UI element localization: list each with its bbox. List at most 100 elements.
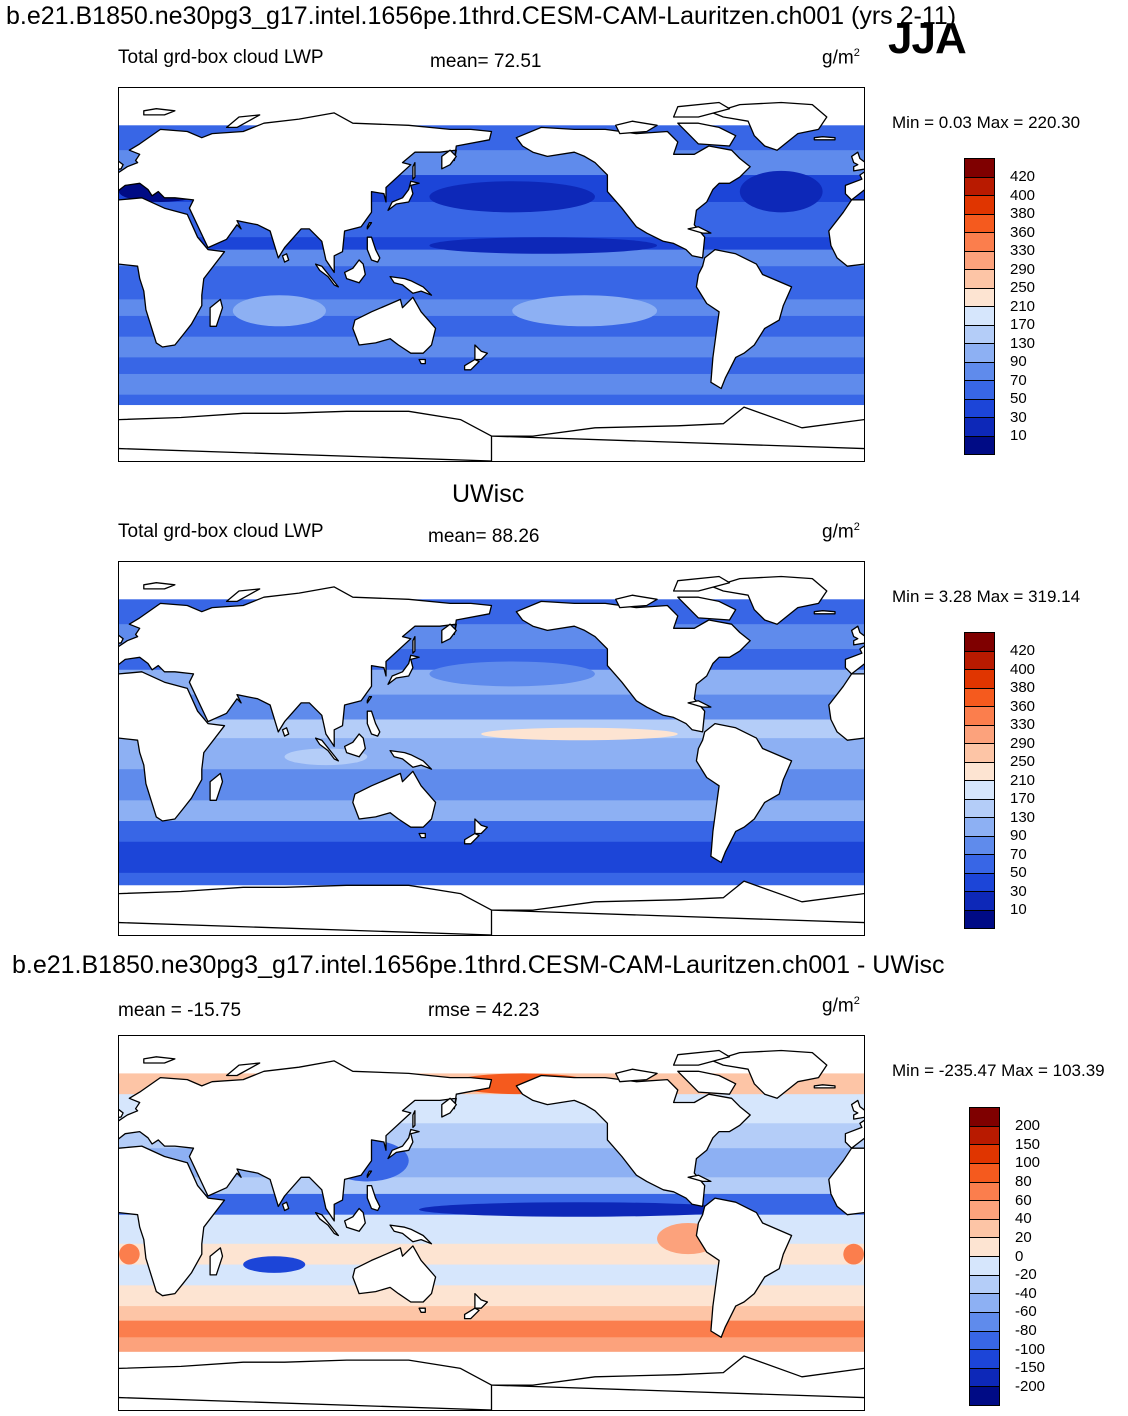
- panel2-variable-label: Total grd-box cloud LWP: [118, 521, 324, 542]
- colorbar-label: 70: [1010, 845, 1027, 863]
- land-samerica: [695, 248, 793, 390]
- colorbar-box: [969, 1162, 1000, 1183]
- colorbar-box: [969, 1330, 1000, 1351]
- colorbar-box: [964, 269, 995, 289]
- colorbar-label: 400: [1010, 186, 1036, 204]
- panel2-minmax: Min = 3.28 Max = 319.14: [892, 587, 1081, 606]
- land-baffin: [677, 596, 737, 621]
- land-victoria-isl: [615, 594, 658, 609]
- land-sakhalin: [412, 635, 416, 654]
- colorbar-label: 290: [1010, 734, 1036, 752]
- colorbar-box: [964, 706, 995, 726]
- land-tasmania: [418, 358, 426, 365]
- panel1-mean-label: mean= 72.51: [430, 51, 542, 72]
- colorbar-box: [964, 324, 995, 344]
- land-newguinea: [389, 1224, 433, 1245]
- land-philippines: [366, 236, 381, 263]
- land-samerica: [695, 1197, 793, 1338]
- colorbar-label: -200: [1015, 1377, 1046, 1395]
- land-eurasia: [844, 171, 864, 201]
- colorbar-box: [964, 854, 995, 874]
- land-cuba: [687, 700, 712, 708]
- ocean-feature: [243, 1256, 306, 1273]
- land-japan: [387, 1128, 420, 1160]
- colorbar-label: 130: [1010, 334, 1036, 352]
- land-ellesmere: [672, 101, 731, 118]
- colorbar-label: 330: [1010, 716, 1036, 733]
- land-newzealand: [474, 344, 489, 361]
- ocean-feature: [419, 1202, 740, 1217]
- land-madagascar: [209, 772, 224, 801]
- colorbar-box: [964, 343, 995, 363]
- colorbar-box: [969, 1311, 1000, 1332]
- land-madagascar: [209, 1247, 224, 1276]
- land-kamchatka: [441, 623, 457, 644]
- land-africa: [828, 1147, 864, 1216]
- land-borneo: [343, 1207, 366, 1232]
- land-novaya-zemlya: [225, 1062, 261, 1077]
- panel3-map-svg: [119, 1036, 864, 1410]
- panel3-title: b.e21.B1850.ne30pg3_g17.intel.1656pe.1th…: [12, 951, 945, 979]
- colorbar-box: [969, 1349, 1000, 1369]
- ocean-band: [119, 800, 864, 822]
- colorbar-box: [964, 250, 995, 270]
- land-taiwan: [366, 222, 373, 230]
- land-cuba: [687, 1174, 712, 1183]
- land-africa: [828, 673, 864, 741]
- colorbar-box: [964, 798, 995, 818]
- colorbar-box: [969, 1200, 1000, 1220]
- ocean-band: [119, 841, 864, 874]
- colorbar-label: 360: [1010, 697, 1036, 715]
- colorbar-label: -80: [1015, 1322, 1037, 1339]
- colorbar-label: 170: [1010, 316, 1036, 333]
- land-kamchatka: [441, 149, 457, 170]
- colorbar-box: [964, 669, 995, 689]
- panel2-colorbar: 420 400 380 360 330 290 250 210 170 130 90 70 50 30 10: [964, 632, 1044, 929]
- land-newguinea: [389, 749, 433, 770]
- ocean-feature: [232, 295, 326, 327]
- colorbar-label: 90: [1010, 353, 1027, 370]
- colorbar-label: 0: [1015, 1247, 1024, 1265]
- colorbar-box: [969, 1218, 1000, 1239]
- ocean-band: [119, 1320, 864, 1338]
- land-novaya-zemlya: [225, 114, 261, 129]
- land-africa: [828, 199, 864, 267]
- ocean-band: [119, 1337, 864, 1353]
- panel3-minmax: Min = -235.47 Max = 103.39: [892, 1061, 1105, 1080]
- colorbar-box: [964, 891, 995, 911]
- land-taiwan: [366, 696, 373, 704]
- ocean-feature: [429, 661, 595, 687]
- colorbar-box: [964, 158, 995, 178]
- colorbar-label: 10: [1010, 901, 1027, 918]
- ocean-band: [119, 373, 864, 396]
- colorbar-box: [969, 1274, 1000, 1295]
- ocean-feature: [481, 727, 678, 741]
- colorbar-label: 420: [1010, 168, 1036, 185]
- run-title: b.e21.B1850.ne30pg3_g17.intel.1656pe.1th…: [6, 2, 957, 30]
- land-svalbard: [143, 1056, 176, 1064]
- panel2-map: [118, 561, 865, 936]
- ocean-feature: [429, 237, 658, 254]
- colorbar-box: [969, 1237, 1000, 1257]
- land-newzealand: [474, 1292, 489, 1309]
- ocean-band: [119, 872, 864, 886]
- land-australia: [352, 296, 437, 354]
- colorbar-box: [964, 872, 995, 892]
- land-svalbard: [143, 108, 176, 116]
- land-newzealand-s: [463, 1307, 480, 1320]
- colorbar-label: 380: [1010, 679, 1036, 696]
- land-eurasia: [844, 1119, 864, 1149]
- panel3-map: [118, 1035, 865, 1411]
- land-srilanka: [281, 727, 290, 737]
- colorbar-label: 10: [1010, 427, 1027, 444]
- land-eurasia: [119, 1060, 493, 1222]
- colorbar-box: [964, 213, 995, 233]
- colorbar-label: 90: [1010, 827, 1027, 844]
- season-label: JJA: [888, 14, 967, 63]
- land-ellesmere: [672, 1049, 731, 1066]
- colorbar-box: [969, 1256, 1000, 1276]
- land-madagascar: [209, 298, 224, 327]
- panel2-units: g/m2: [822, 521, 860, 543]
- land-novaya-zemlya: [225, 588, 261, 603]
- colorbar-box: [964, 632, 995, 652]
